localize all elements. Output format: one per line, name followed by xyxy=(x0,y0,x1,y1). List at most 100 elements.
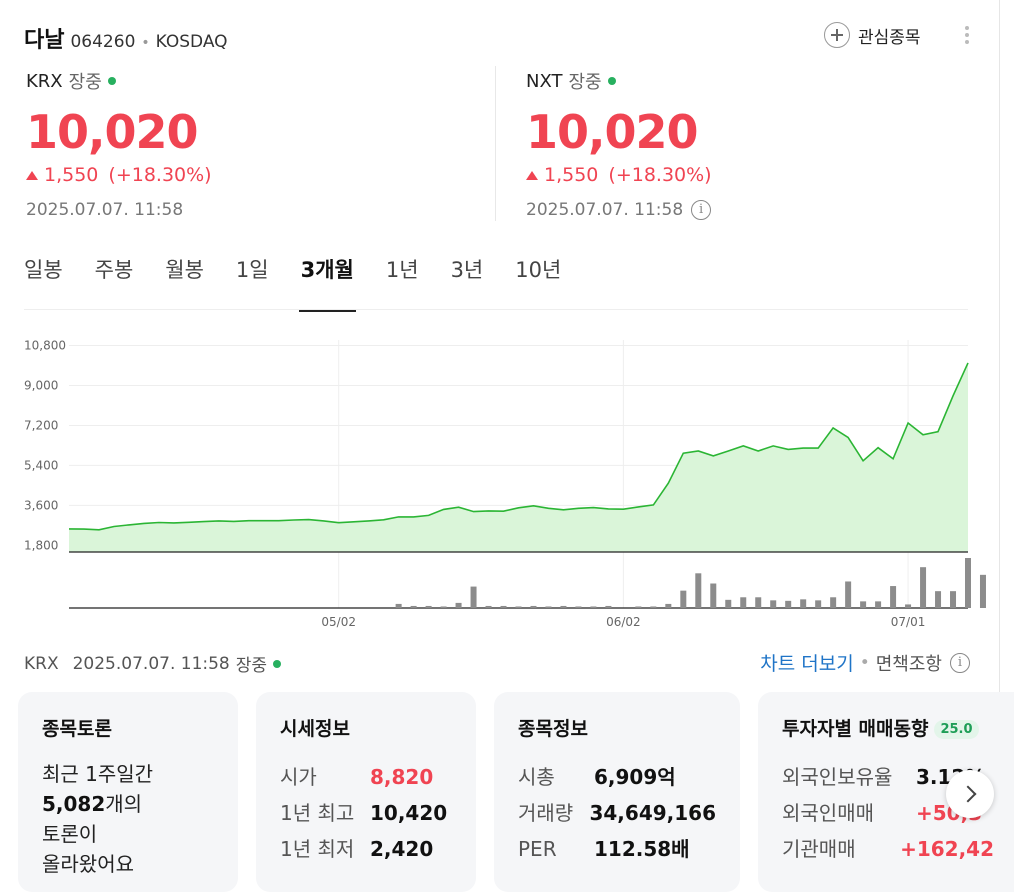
panel-border xyxy=(999,0,1000,885)
volume-bar xyxy=(860,601,867,608)
volume-bar xyxy=(665,603,672,608)
footer-status: 장중 xyxy=(235,656,268,676)
volume-bar xyxy=(710,583,717,608)
nxt-change-pct: (+18.30%) xyxy=(608,164,712,186)
krx-change-pct: (+18.30%) xyxy=(108,164,212,186)
card-discussion[interactable]: 종목토론 최근 1주일간 5,082개의 토론이 올라왔어요 xyxy=(18,692,238,892)
volume-bar xyxy=(605,605,612,608)
stock-code: 064260 xyxy=(70,32,136,52)
row-label: 외국인보유율 xyxy=(782,765,893,789)
volume-bar xyxy=(965,558,971,608)
volume-bar xyxy=(515,606,522,608)
separator-dot: • xyxy=(141,35,150,51)
discussion-line3: 토론이 xyxy=(42,822,98,846)
more-options-icon[interactable] xyxy=(960,26,974,48)
market-open-dot-icon xyxy=(107,77,116,85)
card-title: 종목정보 xyxy=(518,718,588,740)
disclaimer-link[interactable]: 면책조항 xyxy=(875,653,942,675)
quote-divider xyxy=(495,66,496,221)
krx-time: 2025.07.07. 11:58 xyxy=(26,200,184,220)
chart-more-link[interactable]: 차트 더보기 xyxy=(760,653,854,675)
favorite-button[interactable]: 관심종목 xyxy=(824,22,921,48)
volume-bar xyxy=(410,605,417,608)
volume-bar xyxy=(635,606,642,608)
x-tick-label: 07/01 xyxy=(891,615,926,629)
volume-bar xyxy=(500,605,507,608)
nxt-quote: NXT 장중 10,020 1,550 (+18.30%) 2025.07.07… xyxy=(526,68,946,220)
volume-bar xyxy=(740,597,747,608)
tab-10year[interactable]: 10년 xyxy=(515,258,562,282)
nxt-price: 10,020 xyxy=(526,105,699,159)
volume-bar xyxy=(950,591,957,608)
stock-header: 다날 064260 • KOSDAQ xyxy=(24,22,228,54)
volume-bar xyxy=(815,600,822,608)
volume-bar xyxy=(575,606,582,608)
footer-time: 2025.07.07. 11:58 xyxy=(72,653,230,674)
volume-bar xyxy=(440,606,447,608)
market-name: KOSDAQ xyxy=(155,32,228,52)
krx-change: 1,550 xyxy=(44,164,99,186)
up-triangle-icon xyxy=(526,170,538,180)
market-open-dot-icon xyxy=(273,659,282,668)
y-tick-label: 5,400 xyxy=(24,458,58,472)
discussion-line4: 올라왔어요 xyxy=(42,852,134,876)
volume-bar xyxy=(455,602,462,608)
volume-bar xyxy=(905,604,912,608)
favorite-label: 관심종목 xyxy=(858,27,921,48)
discussion-line1: 최근 1주일간 xyxy=(42,762,154,786)
volume-bar xyxy=(785,600,792,608)
card-title: 종목토론 xyxy=(42,718,112,740)
volume-value: 34,649,166 xyxy=(589,801,716,825)
volume-bar xyxy=(695,573,702,608)
nxt-label: NXT xyxy=(526,70,563,92)
tab-monthly[interactable]: 월봉 xyxy=(165,258,204,282)
tabs-underline xyxy=(24,309,968,310)
card-stock-info[interactable]: 종목정보 시총 6,909억 거래량 34,649,166 PER 112.58배 xyxy=(494,692,740,892)
card-price-info[interactable]: 시세정보 시가 8,820 1년 최고 10,420 1년 최저 2,420 xyxy=(256,692,476,892)
volume-bar xyxy=(590,606,597,608)
discussion-count: 5,082 xyxy=(42,792,106,816)
card-title: 투자자별 매매동향 xyxy=(782,718,929,740)
volume-bar xyxy=(650,606,657,608)
nxt-time: 2025.07.07. 11:58 xyxy=(526,200,684,220)
tab-weekly[interactable]: 주봉 xyxy=(94,258,134,282)
volume-bar xyxy=(770,600,777,608)
volume-bar xyxy=(830,597,837,608)
nxt-status: 장중 xyxy=(568,72,602,93)
volume-bar xyxy=(680,590,687,608)
up-triangle-icon xyxy=(26,170,38,180)
tab-3year[interactable]: 3년 xyxy=(450,258,484,282)
per-value: 112.58배 xyxy=(594,837,690,861)
tab-1day[interactable]: 1일 xyxy=(235,258,269,282)
volume-bar xyxy=(545,606,552,608)
krx-label: KRX xyxy=(26,70,63,92)
tab-3month[interactable]: 3개월 xyxy=(298,254,357,312)
market-cap: 6,909억 xyxy=(594,765,676,789)
volume-bar xyxy=(425,605,432,608)
y-tick-label: 1,800 xyxy=(24,538,58,552)
volume-bar xyxy=(920,567,927,608)
info-icon[interactable]: i xyxy=(950,652,970,673)
separator-dot: • xyxy=(859,652,870,673)
row-label: 1년 최저 xyxy=(280,837,355,861)
next-cards-button[interactable] xyxy=(946,770,994,818)
chart-footer: KRX 2025.07.07. 11:58 장중 차트 더보기 • 면책조항 i xyxy=(24,651,970,676)
volume-bar xyxy=(560,605,567,608)
price-chart[interactable]: 10,800 9,000 7,200 5,400 3,600 1,800 05/02 06/0… xyxy=(0,320,1014,635)
x-tick-label: 06/02 xyxy=(606,615,641,629)
volume-bar xyxy=(395,603,402,608)
date-badge: 25.0 xyxy=(934,720,979,739)
volume-bar xyxy=(979,574,986,608)
volume-bar xyxy=(470,586,477,608)
tab-daily[interactable]: 일봉 xyxy=(24,258,63,282)
row-label: 외국인매매 xyxy=(782,801,874,825)
row-label: 1년 최고 xyxy=(280,801,355,825)
tab-1year[interactable]: 1년 xyxy=(385,258,419,282)
plus-icon xyxy=(824,22,850,48)
krx-price: 10,020 xyxy=(26,105,199,159)
price-area xyxy=(69,362,968,552)
card-title: 시세정보 xyxy=(280,718,350,740)
open-price: 8,820 xyxy=(370,765,434,789)
info-icon[interactable]: i xyxy=(691,200,712,220)
period-tabs: 일봉 주봉 월봉 1일 3개월 1년 3년 10년 xyxy=(24,254,593,312)
